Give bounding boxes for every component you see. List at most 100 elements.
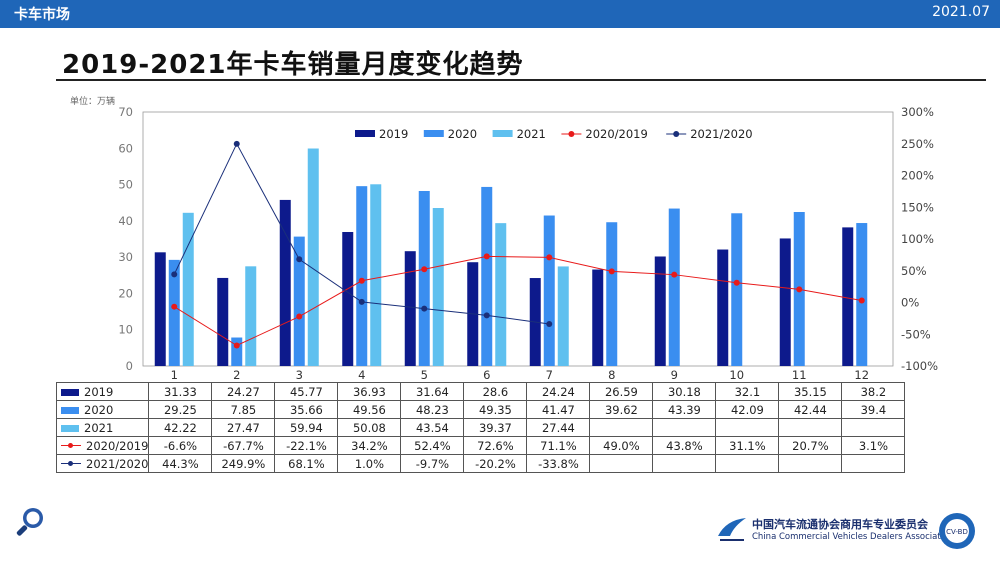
row-label-text: 2020/2019 <box>86 438 149 453</box>
bar-2020-1 <box>168 259 180 366</box>
association-name-cn: 中国汽车流通协会商用车专业委员会 <box>752 518 928 531</box>
table-cell <box>652 418 717 437</box>
page-title: 2019-2021年卡车销量月度变化趋势 <box>62 50 524 80</box>
point-2020/2019 <box>421 266 428 273</box>
x-tick-label: 12 <box>854 368 869 382</box>
table-cell: 35.66 <box>274 400 339 419</box>
table-cell: 34.2% <box>337 436 402 455</box>
bar-2021-3 <box>307 148 319 366</box>
table-cell <box>652 454 717 473</box>
unit-label: 单位：万辆 <box>70 97 116 107</box>
y-right-tick-label: 250% <box>901 137 934 151</box>
table-cell <box>589 454 654 473</box>
table-cell: 49.35 <box>463 400 528 419</box>
legend-marker-2021/2020 <box>673 131 680 137</box>
point-2021/2020 <box>483 312 490 319</box>
row-swatch <box>61 388 79 396</box>
table-cell: 44.3% <box>148 454 213 473</box>
table-cell: 59.94 <box>274 418 339 437</box>
table-cell: 41.47 <box>526 400 591 419</box>
table-cell: 68.1% <box>274 454 339 473</box>
point-2020/2019 <box>358 277 365 284</box>
table-cell: 45.77 <box>274 382 339 401</box>
row-swatch <box>61 442 81 450</box>
table-cell: 1.0% <box>337 454 402 473</box>
bar-2019-3 <box>279 199 291 366</box>
table-cell <box>841 454 906 473</box>
table-cell: 3.1% <box>841 436 906 455</box>
legend-label: 2019 <box>379 127 408 141</box>
bar-2019-4 <box>342 231 354 366</box>
y-left-tick-label: 20 <box>118 286 133 300</box>
header-bar: 卡车市场 2021.07 <box>0 0 1000 28</box>
section-label: 卡车市场 <box>14 7 70 23</box>
point-2020/2019 <box>608 268 615 275</box>
point-2021/2020 <box>296 256 303 263</box>
x-tick-label: 9 <box>671 368 678 382</box>
point-2021/2020 <box>421 305 428 312</box>
row-label-text: 2020 <box>84 402 114 417</box>
title-underline <box>56 79 986 81</box>
point-2020/2019 <box>233 342 240 349</box>
table-cell: 28.6 <box>463 382 528 401</box>
table-row: 2021 42.22 27.47 59.94 50.08 43.54 39.37 27.44 <box>55 418 906 437</box>
table-cell: 43.54 <box>400 418 465 437</box>
y-right-tick-label: 50% <box>901 264 927 278</box>
cvbd-badge-icon: CV-BD <box>939 513 975 549</box>
bar-2021-6 <box>495 223 507 366</box>
table-cell: 43.8% <box>652 436 717 455</box>
point-2021/2020 <box>233 140 240 147</box>
table-cell: 49.56 <box>337 400 402 419</box>
point-2020/2019 <box>296 313 303 320</box>
y-left-tick-label: 10 <box>118 323 133 337</box>
y-right-tick-label: 0% <box>901 296 919 310</box>
point-2021/2020 <box>358 298 365 305</box>
table-cell: -20.2% <box>463 454 528 473</box>
x-tick-label: 1 <box>171 368 178 382</box>
table-cell: 249.9% <box>211 454 276 473</box>
table-cell: -9.7% <box>400 454 465 473</box>
table-cell <box>589 418 654 437</box>
bar-2019-11 <box>779 238 791 366</box>
table-cell: 32.1 <box>715 382 780 401</box>
row-swatch <box>61 460 81 468</box>
table-cell: 26.59 <box>589 382 654 401</box>
bar-2020-4 <box>356 186 368 366</box>
point-2020/2019 <box>796 286 803 293</box>
row-label: 2020/2019 <box>55 436 150 455</box>
data-table: 2019 31.33 24.27 45.77 36.93 31.64 28.6 24.24 26… <box>55 382 906 473</box>
bar-2020-9 <box>668 208 680 366</box>
row-swatch <box>61 424 79 432</box>
legend-label: 2020/2019 <box>585 127 647 141</box>
y-left-tick-label: 0 <box>126 359 133 373</box>
point-2020/2019 <box>483 253 490 260</box>
table-cell: 31.33 <box>148 382 213 401</box>
table-cell: 27.47 <box>211 418 276 437</box>
row-label: 2021/2020 <box>55 454 150 473</box>
table-cell <box>841 418 906 437</box>
table-cell <box>778 454 843 473</box>
table-cell: 7.85 <box>211 400 276 419</box>
x-tick-label: 11 <box>792 368 807 382</box>
table-cell: 29.25 <box>148 400 213 419</box>
table-cell: 39.62 <box>589 400 654 419</box>
bar-2019-8 <box>592 269 604 366</box>
legend-marker-2020/2019 <box>568 131 575 137</box>
y-right-tick-label: 150% <box>901 200 934 214</box>
table-cell: 35.15 <box>778 382 843 401</box>
table-cell <box>715 454 780 473</box>
x-tick-label: 3 <box>296 368 303 382</box>
table-cell <box>778 418 843 437</box>
table-cell: 52.4% <box>400 436 465 455</box>
bar-2020-8 <box>606 222 618 366</box>
table-cell: 42.44 <box>778 400 843 419</box>
legend-swatch-2020 <box>423 130 444 137</box>
point-2021/2020 <box>546 320 553 327</box>
table-cell: 42.09 <box>715 400 780 419</box>
table-cell: -22.1% <box>274 436 339 455</box>
point-2020/2019 <box>171 303 178 310</box>
table-cell: 38.2 <box>841 382 906 401</box>
bar-2020-6 <box>481 186 493 366</box>
